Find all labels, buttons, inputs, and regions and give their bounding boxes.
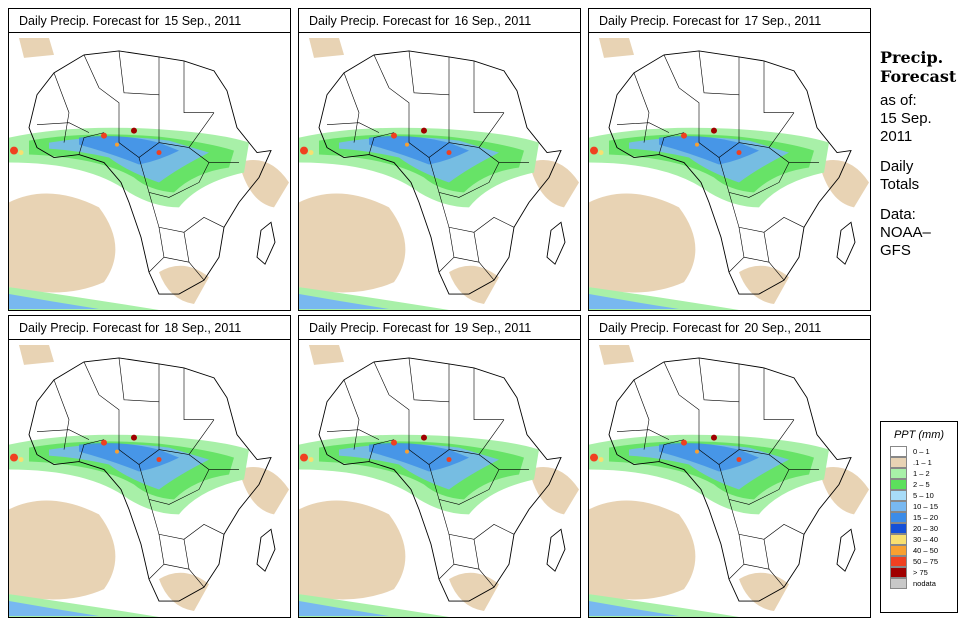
legend-row: 50 – 75 xyxy=(890,556,957,567)
legend-row: 0 – 1 xyxy=(890,446,957,457)
legend-label: 15 – 20 xyxy=(913,513,939,522)
legend-swatch xyxy=(890,501,907,512)
forecast-panel: Daily Precip. Forecast for 20 Sep., 2011 xyxy=(588,315,871,618)
heading-line: Forecast xyxy=(880,67,957,86)
data-label: Data: xyxy=(880,206,916,223)
legend-label: nodata xyxy=(913,579,936,588)
legend-title: PPT (mm) xyxy=(893,429,945,441)
precip-map xyxy=(589,33,870,310)
legend-label: 1 – 2 xyxy=(913,469,930,478)
panel-date: 15 Sep., 2011 xyxy=(164,14,242,28)
legend-label: 20 – 30 xyxy=(913,524,939,533)
panel-title: Daily Precip. Forecast for 18 Sep., 2011 xyxy=(9,316,290,340)
panel-date: 19 Sep., 2011 xyxy=(454,321,532,335)
data-source: NOAA– xyxy=(880,224,931,241)
panel-title: Daily Precip. Forecast for 16 Sep., 2011 xyxy=(299,9,580,33)
legend-label: 0 – 1 xyxy=(913,447,930,456)
legend-swatch xyxy=(890,578,907,589)
legend-label: > 75 xyxy=(913,568,928,577)
forecast-panel: Daily Precip. Forecast for 17 Sep., 2011 xyxy=(588,8,871,311)
legend-label: 2 – 5 xyxy=(913,480,930,489)
legend-row: 30 – 40 xyxy=(890,534,957,545)
precip-map xyxy=(299,33,580,310)
legend-swatch xyxy=(890,479,907,490)
legend-swatch xyxy=(890,457,907,468)
legend-row: 5 – 10 xyxy=(890,490,957,501)
panel-date: 16 Sep., 2011 xyxy=(454,14,532,28)
legend-row: 40 – 50 xyxy=(890,545,957,556)
legend-swatch xyxy=(890,490,907,501)
precip-map xyxy=(299,340,580,617)
panel-date: 17 Sep., 2011 xyxy=(744,14,822,28)
ppt-legend: PPT (mm) 0 – 1 .1 – 1 1 – 2 2 – 5 5 – 10 10 –… xyxy=(880,421,958,613)
legend-swatch xyxy=(890,567,907,578)
forecast-panel: Daily Precip. Forecast for 18 Sep., 2011 xyxy=(8,315,291,618)
legend-row: 1 – 2 xyxy=(890,468,957,479)
panel-title: Daily Precip. Forecast for 15 Sep., 2011 xyxy=(9,9,290,33)
panel-title: Daily Precip. Forecast for 19 Sep., 2011 xyxy=(299,316,580,340)
asof-label: as of: xyxy=(880,92,917,109)
legend-label: 10 – 15 xyxy=(913,502,939,511)
forecast-panel: Daily Precip. Forecast for 15 Sep., 2011 xyxy=(8,8,291,311)
panel-date: 18 Sep., 2011 xyxy=(164,321,242,335)
legend-label: 50 – 75 xyxy=(913,557,939,566)
asof-year: 2011 xyxy=(880,128,913,145)
data-source: GFS xyxy=(880,242,911,259)
info-sidebar: Precip. Forecast as of: 15 Sep. 2011 Dai… xyxy=(880,48,964,260)
legend-label: 5 – 10 xyxy=(913,491,934,500)
legend-row: nodata xyxy=(890,578,957,589)
legend-swatch xyxy=(890,545,907,556)
precip-map xyxy=(9,340,290,617)
panel-date: 20 Sep., 2011 xyxy=(744,321,822,335)
legend-row: 10 – 15 xyxy=(890,501,957,512)
legend-row: .1 – 1 xyxy=(890,457,957,468)
legend-swatch xyxy=(890,534,907,545)
legend-label: .1 – 1 xyxy=(913,458,932,467)
precip-map xyxy=(9,33,290,310)
legend-label: 30 – 40 xyxy=(913,535,939,544)
legend-row: 15 – 20 xyxy=(890,512,957,523)
asof-date: 15 Sep. xyxy=(880,110,932,127)
legend-row: 20 – 30 xyxy=(890,523,957,534)
legend-swatch xyxy=(890,512,907,523)
legend-row: 2 – 5 xyxy=(890,479,957,490)
totals-label: Totals xyxy=(880,176,920,193)
forecast-panel: Daily Precip. Forecast for 19 Sep., 2011 xyxy=(298,315,581,618)
daily-label: Daily xyxy=(880,158,914,175)
precip-map xyxy=(589,340,870,617)
panel-title: Daily Precip. Forecast for 17 Sep., 2011 xyxy=(589,9,870,33)
legend-swatch xyxy=(890,556,907,567)
heading-line: Precip. xyxy=(880,48,944,67)
legend-label: 40 – 50 xyxy=(913,546,939,555)
legend-swatch xyxy=(890,523,907,534)
legend-swatch xyxy=(890,468,907,479)
panel-title: Daily Precip. Forecast for 20 Sep., 2011 xyxy=(589,316,870,340)
legend-row: > 75 xyxy=(890,567,957,578)
forecast-panel: Daily Precip. Forecast for 16 Sep., 2011 xyxy=(298,8,581,311)
legend-swatch xyxy=(890,446,907,457)
